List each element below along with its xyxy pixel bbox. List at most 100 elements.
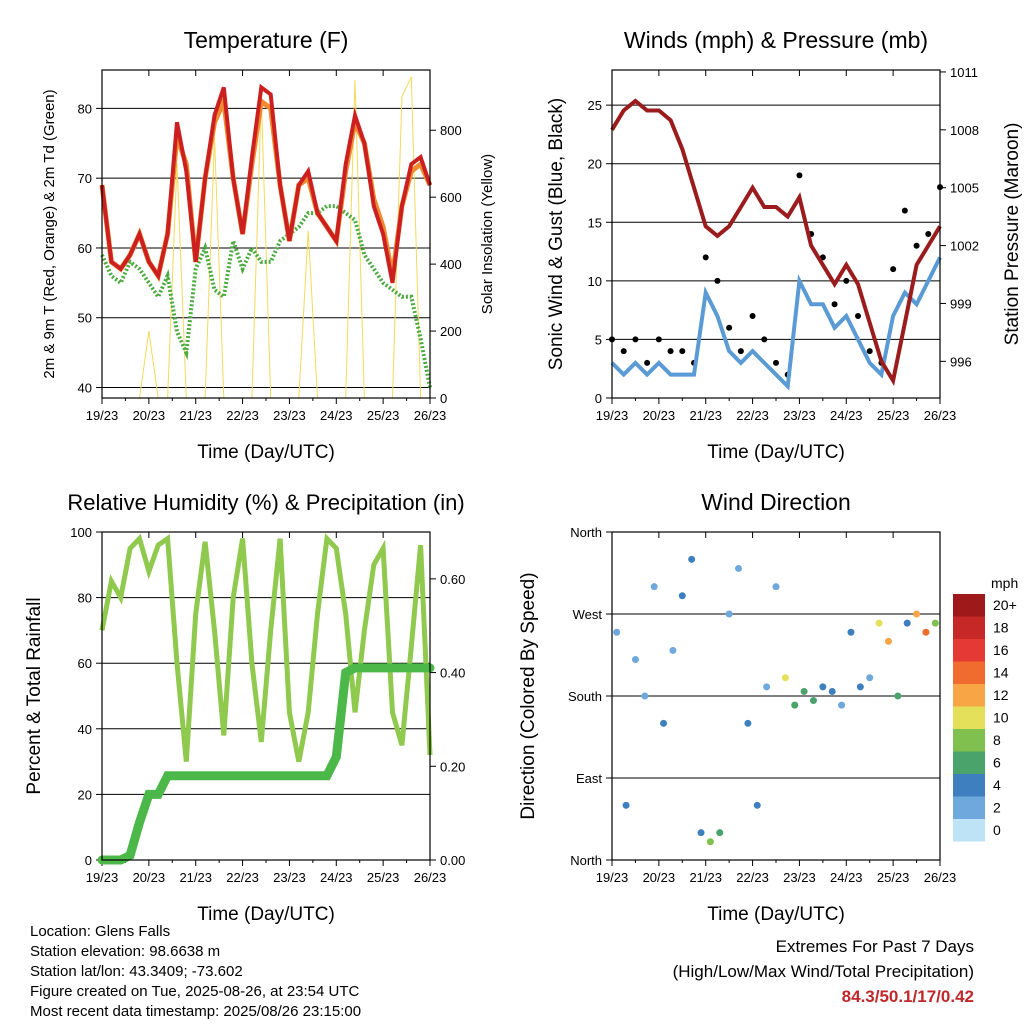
y-tick-label: 60 <box>78 241 92 256</box>
gust-point <box>702 254 709 261</box>
x-tick-label: 26/23 <box>924 870 957 885</box>
x-tick-label: 20/23 <box>643 870 676 885</box>
direction-point <box>725 610 733 618</box>
gust-point <box>632 336 639 343</box>
gust-point <box>913 242 920 249</box>
y-tick-label: 70 <box>78 171 92 186</box>
humidity-precip-panel: 0 20 40 60 80 100 19/23 20/23 21/23 22/23 23/23 24/… <box>24 490 465 925</box>
y2-tick-label: 400 <box>440 257 462 272</box>
x-tick-label: 22/23 <box>226 408 259 423</box>
direction-point <box>688 555 696 563</box>
gust-point <box>901 207 908 214</box>
gust-point <box>714 277 721 284</box>
legend-label: 16 <box>993 642 1009 658</box>
x-tick-label: 21/23 <box>689 870 722 885</box>
y-tick-label: 20 <box>588 157 602 172</box>
x-tick-label: 19/23 <box>86 408 119 423</box>
legend-swatch <box>953 796 985 819</box>
legend-swatch <box>953 684 985 707</box>
gust-point <box>655 336 662 343</box>
y2-tick-label: 0.20 <box>440 759 465 774</box>
y2-tick-label: 0 <box>440 391 447 406</box>
plot-frame <box>611 69 941 399</box>
legend-label: 14 <box>993 665 1009 681</box>
direction-point <box>809 697 817 705</box>
x-tick-label: 24/23 <box>320 870 353 885</box>
panel-title: Winds (mph) & Pressure (mb) <box>624 27 928 53</box>
direction-point <box>763 683 771 691</box>
gust-point <box>644 359 651 366</box>
y2-tick-label: 200 <box>440 324 462 339</box>
x-tick-label: 24/23 <box>320 408 353 423</box>
panel-title: Wind Direction <box>701 489 851 515</box>
dewpoint-line <box>100 204 432 388</box>
y-tick-label: 50 <box>78 311 92 326</box>
direction-point <box>697 829 705 837</box>
x-tick-label: 19/23 <box>86 870 119 885</box>
y2-tick-label: 0.60 <box>440 572 465 587</box>
direction-point <box>847 628 855 636</box>
direction-point <box>884 637 892 645</box>
legend-label: 4 <box>993 777 1001 793</box>
y2-tick-label: 800 <box>440 123 462 138</box>
legend-swatch <box>953 774 985 797</box>
x-tick-label: 21/23 <box>179 408 212 423</box>
y2-tick-label: 0.00 <box>440 853 465 868</box>
legend-label: 18 <box>993 620 1009 636</box>
gust-point <box>737 348 744 355</box>
direction-point <box>838 701 846 709</box>
winds-pressure-panel: 0 5 10 15 20 25 19/23 20/23 21/23 22/23 23/23 24/23… <box>546 27 1023 463</box>
y-tick-label: 0 <box>595 391 602 406</box>
temperature-panel: 40 50 60 70 80 19/23 20/23 21/23 22/23 23/23 24/23… <box>41 27 496 463</box>
direction-point <box>650 583 658 591</box>
direction-point <box>866 674 874 682</box>
wind-direction-panel: North East South West North 19/23 20/23 21/23 22… <box>518 489 956 925</box>
wind-line <box>610 256 942 391</box>
extremes-values: 84.3/50.1/17/0.42 <box>841 987 974 1006</box>
x-tick-label: 25/23 <box>367 408 400 423</box>
direction-point <box>913 610 921 618</box>
direction-point <box>716 829 724 837</box>
legend-swatch <box>953 594 985 617</box>
y-tick-label: 40 <box>78 381 92 396</box>
direction-point <box>875 619 883 627</box>
direction-point <box>641 692 649 700</box>
plot-frame <box>101 69 431 399</box>
direction-point <box>856 683 864 691</box>
y-tick-label: East <box>576 771 602 786</box>
y-tick-label: West <box>573 607 603 622</box>
gust-point <box>773 359 779 366</box>
legend-swatch <box>953 706 985 729</box>
y2-tick-label: 1011 <box>950 65 978 80</box>
y-tick-label: 5 <box>595 332 602 347</box>
direction-point <box>894 692 902 700</box>
rh-line <box>99 533 433 763</box>
direction-point <box>735 564 743 572</box>
gust-point <box>866 348 873 355</box>
y2-tick-label: 1008 <box>950 123 979 138</box>
elevation-text: Station elevation: 98.6638 m <box>30 943 221 960</box>
legend-swatch <box>953 819 985 842</box>
x-tick-label: 22/23 <box>226 870 259 885</box>
x-axis-title: Time (Day/UTC) <box>707 904 845 925</box>
direction-point <box>931 619 939 627</box>
direction-point <box>660 719 668 727</box>
legend-swatch <box>953 661 985 684</box>
direction-point <box>772 583 780 591</box>
legend-label: 10 <box>993 710 1009 726</box>
direction-point <box>613 628 621 636</box>
direction-point <box>828 687 836 695</box>
legend-swatch <box>953 729 985 752</box>
panel-title: Relative Humidity (%) & Precipitation (i… <box>67 490 464 515</box>
direction-point <box>791 701 799 709</box>
gust-point <box>925 231 932 237</box>
gust-point <box>890 266 897 273</box>
x-tick-label: 21/23 <box>689 408 722 423</box>
gust-point <box>796 172 803 179</box>
solar-line <box>102 76 430 399</box>
direction-point <box>781 674 789 682</box>
legend-title: mph <box>991 575 1018 591</box>
x-tick-label: 26/23 <box>414 870 447 885</box>
x-tick-label: 22/23 <box>736 408 769 423</box>
